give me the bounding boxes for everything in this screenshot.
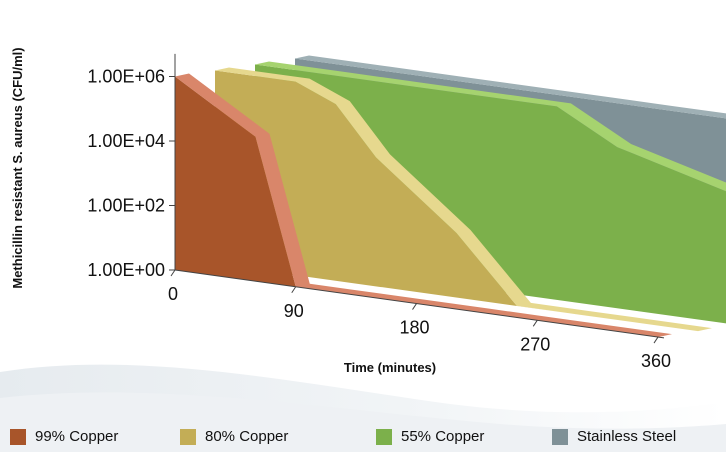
y-tick-label: 1.00E+04	[87, 131, 165, 151]
labels-layer: 1.00E+00 1.00E+02 1.00E+04 1.00E+06 0 90 180 27…	[10, 47, 671, 375]
legend-swatch	[552, 428, 568, 445]
series-top	[175, 73, 672, 338]
x-tick-mark	[532, 320, 538, 327]
legend-swatch	[10, 428, 26, 445]
legend-item: 80% Copper	[180, 428, 288, 445]
y-tick-label: 1.00E+06	[87, 67, 165, 87]
legend-swatch	[180, 428, 196, 445]
x-tick-label: 90	[284, 301, 304, 321]
legend-label: 55% Copper	[401, 428, 485, 445]
x-tick-mark	[291, 286, 297, 294]
x-axis-title: Time (minutes)	[344, 360, 436, 375]
x-tick-label: 180	[399, 318, 429, 338]
legend: 99% Copper 80% Copper 55% Copper Stainless …	[10, 428, 726, 450]
x-tick-label: 0	[168, 284, 178, 304]
y-tick-label: 1.00E+00	[87, 260, 165, 280]
y-tick-label: 1.00E+02	[87, 196, 165, 216]
legend-item: 99% Copper	[10, 428, 118, 445]
legend-label: 99% Copper	[35, 428, 119, 445]
series-99-copper	[175, 73, 672, 338]
x-tick-label: 270	[520, 334, 550, 354]
legend-label: Stainless Steel	[577, 428, 677, 445]
legend-label: 80% Copper	[205, 428, 289, 445]
y-axis-title: Methicillin resistant S. aureus (CFU/ml)	[10, 47, 25, 288]
ribbons-layer	[175, 55, 726, 338]
series-face	[215, 70, 698, 332]
series-80-copper	[215, 67, 712, 332]
series-top	[295, 55, 726, 119]
legend-item: 55% Copper	[376, 428, 484, 445]
x-axis-line	[174, 269, 665, 339]
series-face	[175, 76, 658, 338]
x-tick-mark	[653, 336, 659, 344]
x-tick-mark	[412, 303, 417, 310]
axes-layer	[169, 53, 665, 344]
x-tick-label: 360	[641, 351, 671, 371]
legend-item: Stainless Steel	[552, 428, 676, 445]
legend-swatch	[376, 428, 392, 445]
x-tick-mark	[170, 269, 176, 277]
